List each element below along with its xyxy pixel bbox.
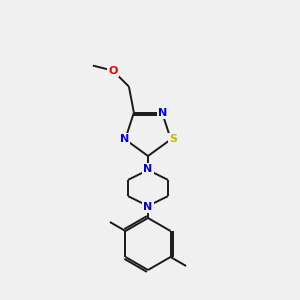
Text: O: O (108, 66, 118, 76)
Text: S: S (169, 134, 177, 144)
Text: N: N (119, 134, 129, 144)
Text: N: N (143, 202, 153, 212)
Text: N: N (158, 108, 168, 118)
Text: N: N (143, 164, 153, 174)
